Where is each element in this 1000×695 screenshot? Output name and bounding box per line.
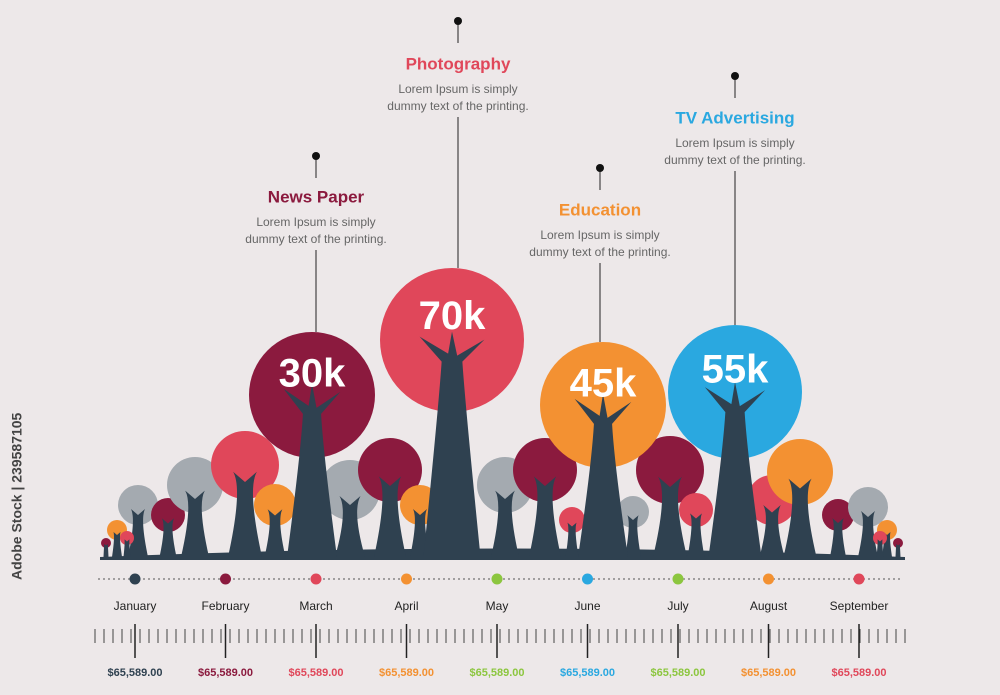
tree-crown xyxy=(822,499,854,531)
month-amount: $65,589.00 xyxy=(469,667,524,679)
month-dot xyxy=(401,573,412,585)
month-amount: $65,589.00 xyxy=(741,667,796,679)
month-name: May xyxy=(486,599,509,613)
tree-trunk xyxy=(123,539,131,557)
callout-title: TV Advertising xyxy=(675,108,794,127)
tree-trunk xyxy=(565,522,579,557)
tree-crown xyxy=(101,538,111,548)
tree-crown xyxy=(513,438,577,502)
tree-trunk xyxy=(159,518,177,557)
month-name: July xyxy=(667,599,688,613)
tree-trunk xyxy=(103,544,109,557)
month-name: August xyxy=(750,599,788,613)
bubble-value: 70k xyxy=(419,294,486,338)
callout-title: News Paper xyxy=(268,187,365,206)
callout-text: dummy text of the printing. xyxy=(245,232,386,246)
tree-trunk xyxy=(895,544,901,557)
tree-trunk xyxy=(830,518,846,557)
callout-text: dummy text of the printing. xyxy=(664,153,805,167)
month-dot xyxy=(763,573,774,585)
month-dot xyxy=(672,573,684,585)
callout-text: Lorem Ipsum is simply xyxy=(675,136,794,150)
month-amount: $65,589.00 xyxy=(560,667,615,679)
tree-trunk xyxy=(264,509,286,557)
tree-crown xyxy=(151,498,185,532)
bubble-value: 30k xyxy=(279,352,346,396)
tree-crown xyxy=(167,457,223,513)
month-amount: $65,589.00 xyxy=(379,667,434,679)
tree-crown xyxy=(120,531,134,545)
pin xyxy=(312,152,320,160)
tree-crown xyxy=(767,439,833,505)
callout-text: dummy text of the printing. xyxy=(387,99,528,113)
month-amount: $65,589.00 xyxy=(288,667,343,679)
tree-trunk xyxy=(419,331,485,557)
tree-crown xyxy=(559,507,585,533)
month-dot xyxy=(310,573,322,585)
tree-trunk xyxy=(704,382,766,557)
tree-trunk xyxy=(858,511,878,557)
tree-trunk xyxy=(783,478,817,557)
month-name: January xyxy=(114,599,157,613)
tree-crown xyxy=(848,487,888,527)
month-name: September xyxy=(830,599,889,613)
tree-trunk xyxy=(687,513,705,557)
tree-trunk xyxy=(653,476,687,557)
tree-crown xyxy=(358,438,422,502)
tree-crown xyxy=(254,484,296,526)
tree-trunk xyxy=(574,393,632,557)
tree-trunk xyxy=(625,515,641,557)
tree-crown xyxy=(617,496,649,528)
month-amount: $65,589.00 xyxy=(831,667,886,679)
bubble-value: 45k xyxy=(570,362,637,406)
tree-crown xyxy=(636,436,704,504)
tree-trunk xyxy=(181,490,209,557)
tree-trunk xyxy=(112,532,122,557)
month-name: February xyxy=(201,599,249,613)
tree-crown xyxy=(679,493,713,527)
watermark: Adobe Stock | 239587105 xyxy=(9,412,25,580)
month-dot xyxy=(129,573,141,585)
month-amount: $65,589.00 xyxy=(650,667,705,679)
callout-title: Education xyxy=(559,200,641,219)
tree-crown xyxy=(118,485,158,525)
month-dot xyxy=(220,573,231,585)
tree-trunk xyxy=(529,476,561,557)
tree-crown xyxy=(211,431,279,499)
tree-trunk xyxy=(759,505,785,557)
callout-text: Lorem Ipsum is simply xyxy=(256,215,375,229)
tree-trunk xyxy=(374,476,406,557)
tree-trunk xyxy=(491,490,519,557)
pin xyxy=(731,72,739,80)
tree-crown xyxy=(873,531,887,545)
callout-text: dummy text of the printing. xyxy=(529,245,670,259)
tree-trunk xyxy=(876,539,884,557)
month-dot xyxy=(491,573,503,585)
pin xyxy=(596,164,604,172)
tree-trunk xyxy=(228,471,262,557)
tree-trunk xyxy=(335,496,365,557)
tree-trunk xyxy=(128,509,148,557)
pin xyxy=(454,17,462,25)
tree-trunk xyxy=(283,383,341,557)
month-name: March xyxy=(299,599,332,613)
month-amount: $65,589.00 xyxy=(107,667,162,679)
month-name: June xyxy=(574,599,600,613)
tree-crown xyxy=(893,538,903,548)
callout-title: Photography xyxy=(406,54,511,73)
bubble-value: 55k xyxy=(702,347,769,391)
callout-text: Lorem Ipsum is simply xyxy=(398,82,517,96)
month-name: April xyxy=(394,599,418,613)
month-amount: $65,589.00 xyxy=(198,667,253,679)
callout-text: Lorem Ipsum is simply xyxy=(540,228,659,242)
month-dot xyxy=(582,573,593,585)
month-dot xyxy=(853,573,865,585)
